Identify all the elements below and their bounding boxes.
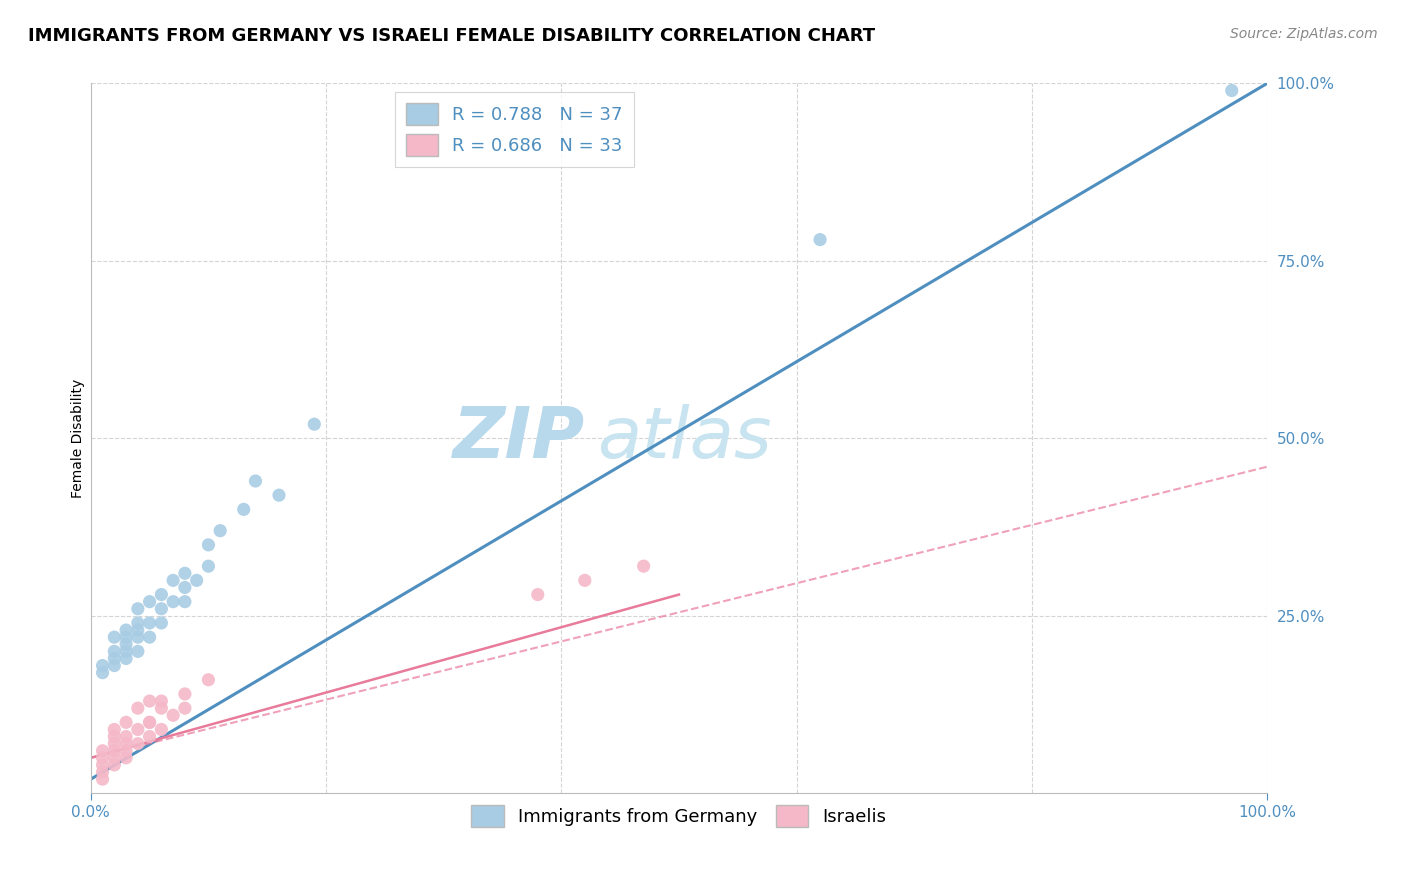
Text: Source: ZipAtlas.com: Source: ZipAtlas.com [1230,27,1378,41]
Point [115,751,138,765]
Point [91,751,114,765]
Legend: Immigrants from Germany, Israelis: Immigrants from Germany, Israelis [464,797,894,834]
Point [103,751,125,765]
Point [150,601,173,615]
Point [526,588,548,602]
Point [103,744,125,758]
Point [138,715,160,730]
Point [150,694,173,708]
Point [162,595,184,609]
Point [232,502,254,516]
Point [150,701,173,715]
Point [174,687,197,701]
Point [633,559,655,574]
Point [115,623,138,637]
Point [103,723,125,737]
Y-axis label: Female Disability: Female Disability [72,379,86,498]
Point [91,658,114,673]
Point [127,644,149,658]
Point [174,595,197,609]
Point [174,566,197,581]
Point [138,730,160,744]
Point [162,708,184,723]
Point [127,723,149,737]
Point [174,581,197,595]
Point [138,615,160,630]
Point [127,630,149,644]
Point [209,524,232,538]
Point [115,630,138,644]
Point [127,623,149,637]
Point [304,417,326,432]
Point [127,737,149,751]
Point [808,233,831,247]
Point [245,474,267,488]
Point [197,559,219,574]
Point [267,488,290,502]
Text: atlas: atlas [596,404,772,473]
Point [150,615,173,630]
Point [197,538,219,552]
Point [127,701,149,715]
Point [115,715,138,730]
Point [174,701,197,715]
Point [91,765,114,780]
Point [1220,84,1243,98]
Point [103,737,125,751]
Point [127,615,149,630]
Point [91,744,114,758]
Point [115,637,138,651]
Point [91,758,114,772]
Point [91,772,114,786]
Point [115,744,138,758]
Point [138,630,160,644]
Point [197,673,219,687]
Point [115,651,138,665]
Point [103,630,125,644]
Point [138,694,160,708]
Point [574,574,596,588]
Text: ZIP: ZIP [453,404,585,473]
Point [138,595,160,609]
Point [138,715,160,730]
Point [115,730,138,744]
Point [103,658,125,673]
Point [103,651,125,665]
Text: IMMIGRANTS FROM GERMANY VS ISRAELI FEMALE DISABILITY CORRELATION CHART: IMMIGRANTS FROM GERMANY VS ISRAELI FEMAL… [28,27,876,45]
Point [103,730,125,744]
Point [186,574,208,588]
Point [115,644,138,658]
Point [115,737,138,751]
Point [103,758,125,772]
Point [91,665,114,680]
Point [162,574,184,588]
Point [150,723,173,737]
Point [127,601,149,615]
Point [103,644,125,658]
Point [150,588,173,602]
